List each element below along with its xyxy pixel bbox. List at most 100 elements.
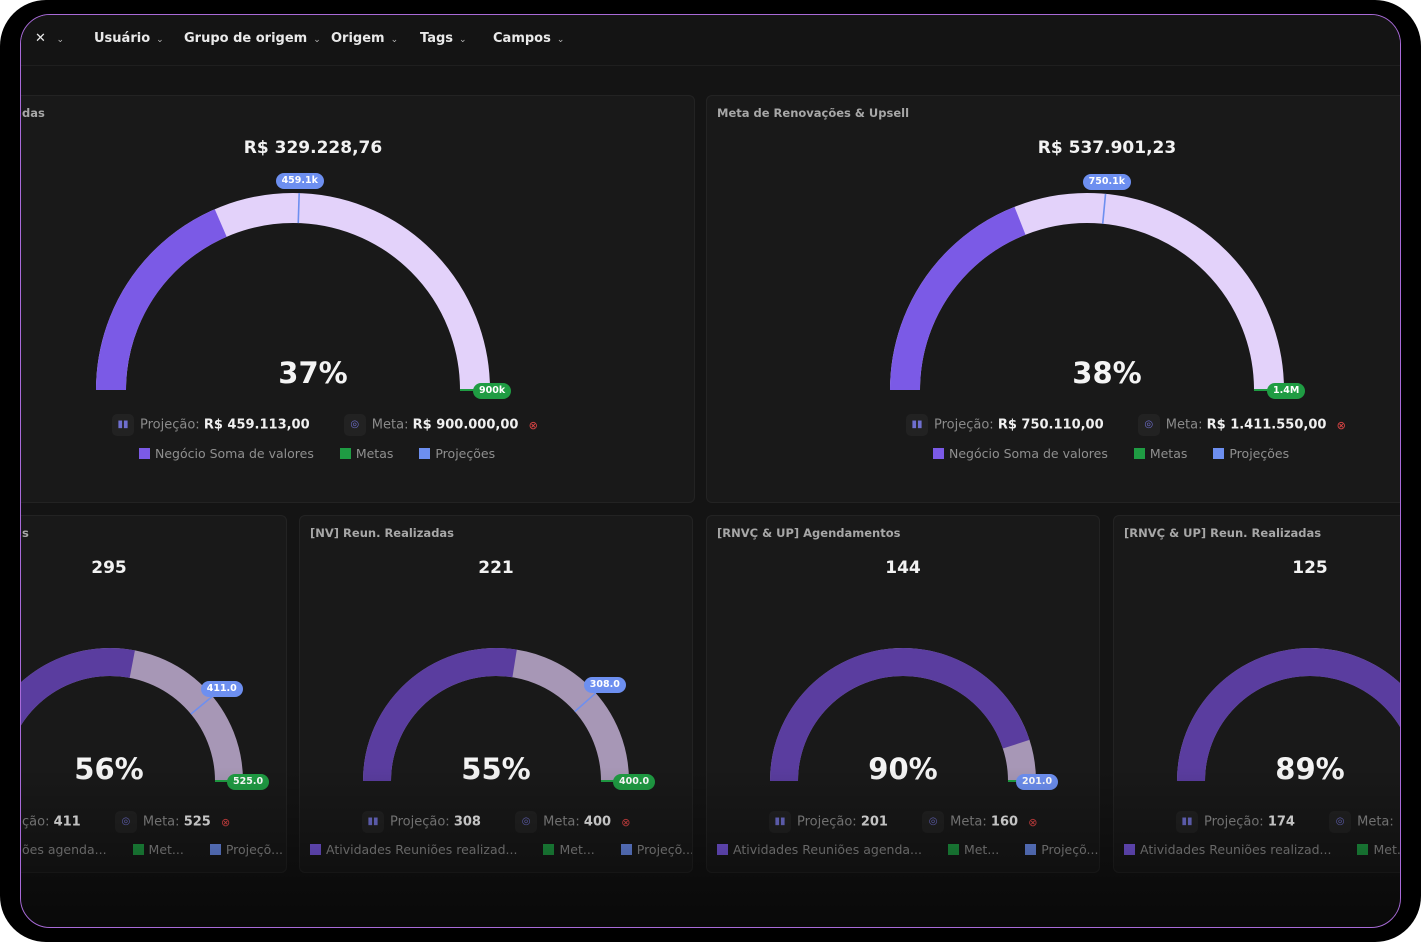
- card-title: [NV] Reun. Realizadas: [310, 526, 455, 540]
- goal-badge: 525.0: [227, 774, 270, 790]
- stats-row: ção: 411 ◎ Meta: 525 ⊗: [22, 811, 230, 833]
- target-icon: ◎: [1329, 811, 1352, 833]
- projection-value: R$ 459.113,00: [203, 417, 310, 433]
- legend-swatch: [947, 844, 959, 855]
- chevron-down-icon: ⌄: [459, 35, 467, 45]
- alert-x-icon: ⊗: [528, 418, 538, 432]
- chevron-down-icon: ⌄: [56, 35, 64, 45]
- gauge-progress-arc: [21, 648, 135, 726]
- filter-usuario[interactable]: Usuário ⌄: [94, 29, 164, 49]
- filter-label: Origem: [331, 31, 385, 46]
- legend-item-valores[interactable]: Negócio Soma de valores: [139, 446, 314, 461]
- target-icon: ◎: [343, 414, 366, 436]
- chevron-down-icon: ⌄: [313, 35, 321, 45]
- gauge-value: 295: [91, 558, 127, 578]
- legend: ões agenda... Met... Projeçõ...: [22, 842, 286, 857]
- legend-swatch: [543, 844, 555, 855]
- filter-campos[interactable]: Campos ⌄: [493, 29, 564, 49]
- legend-item-metas[interactable]: Met...: [543, 842, 595, 857]
- projection-marker: [1101, 193, 1107, 224]
- legend-item-projecoes[interactable]: Projeçõ...: [209, 842, 283, 857]
- legend-label: Projeçõ...: [636, 842, 693, 857]
- gauge-card-agendamentos: s 295 56% ção: 411 ◎ Meta: 525 ⊗ ões agen…: [21, 515, 287, 873]
- meta-label: Meta:: [371, 417, 409, 433]
- legend-item-projecoes[interactable]: Projeçõ...: [1025, 842, 1098, 857]
- legend-item-valores[interactable]: Atividades Reuniões realizad...: [1124, 842, 1331, 857]
- stats-row: ▮▮ Projeção: 308 ◎ Meta: 400 ⊗: [362, 811, 630, 833]
- stats-row: ▮▮ Projeção: R$ 459.113,00 ◎ Meta: R$ 900.…: [112, 414, 538, 436]
- legend-item-metas[interactable]: Metas: [1133, 446, 1187, 461]
- gauge-progress-arc: [96, 209, 227, 391]
- legend-item-valores[interactable]: Atividades Reuniões agenda...: [717, 842, 922, 857]
- target-icon: ◎: [114, 811, 137, 833]
- legend-swatch: [310, 844, 321, 855]
- card-title: s: [22, 526, 29, 540]
- target-icon: ◎: [922, 811, 945, 833]
- filter-label: Usuário: [94, 31, 151, 46]
- projection-value: 201: [860, 814, 888, 830]
- clear-filter-button[interactable]: ✕ ⌄: [35, 29, 64, 49]
- gauge-value: R$ 537.901,23: [1037, 138, 1177, 158]
- filter-origem[interactable]: Origem ⌄: [331, 29, 398, 49]
- filter-tags[interactable]: Tags ⌄: [420, 29, 467, 49]
- gauge-percent: 55%: [461, 752, 531, 786]
- stats-row: ▮▮ Projeção: R$ 750.110,00 ◎ Meta: R$ 1.41…: [906, 414, 1346, 436]
- meta-value: 525: [183, 814, 211, 830]
- legend-swatch: [132, 844, 144, 855]
- projection-value: 174: [1267, 814, 1295, 830]
- bar-chart-icon: ▮▮: [112, 414, 134, 436]
- legend-swatch: [419, 448, 431, 459]
- legend-label: Projeçõ...: [1041, 842, 1099, 857]
- legend-item-metas[interactable]: Met...: [1357, 842, 1400, 857]
- legend-item-valores[interactable]: ões agenda...: [22, 842, 107, 857]
- legend-item-projecoes[interactable]: Projeções: [419, 446, 495, 461]
- gauge-card-renovacoes-upsell: Meta de Renovações & Upsell R$ 537.901,2…: [706, 95, 1400, 503]
- legend: Negócio Soma de valores Metas Projeções: [933, 446, 1311, 461]
- legend-item-valores[interactable]: Negócio Soma de valores: [933, 446, 1108, 461]
- legend-item-projecoes[interactable]: Projeçõ...: [620, 842, 693, 857]
- gauge-chart: [96, 193, 490, 391]
- legend-swatch: [620, 844, 632, 855]
- projection-badge: 201.0: [1016, 774, 1059, 790]
- gauge-card-nv-reun-realizadas: [NV] Reun. Realizadas 221 55% ▮▮ Projeção…: [299, 515, 693, 873]
- legend-item-metas[interactable]: Metas: [339, 446, 394, 461]
- alert-x-icon: ⊗: [220, 815, 231, 829]
- filter-grupo-de-origem[interactable]: Grupo de origem ⌄: [184, 29, 321, 49]
- gauge-card-rnvc-agendamentos: [RNVÇ & UP] Agendamentos 144 90% ▮▮ Proje…: [706, 515, 1100, 873]
- meta-label: Meta:: [543, 814, 580, 830]
- legend-item-metas[interactable]: Met...: [132, 842, 184, 857]
- dashboard-screen: ✕ ⌄ Usuário ⌄ Grupo de origem ⌄ Origem ⌄ Ta…: [20, 14, 1401, 928]
- legend-swatch: [1213, 448, 1225, 459]
- card-title: Meta de Renovações & Upsell: [717, 106, 910, 120]
- legend-swatch: [209, 844, 221, 855]
- legend-label: Negócio Soma de valores: [155, 446, 314, 461]
- filter-bar: ✕ ⌄ Usuário ⌄ Grupo de origem ⌄ Origem ⌄ Ta…: [21, 15, 1400, 66]
- close-icon: ✕: [35, 31, 46, 46]
- goal-badge: 1.4M: [1267, 383, 1306, 399]
- gauge-value: 125: [1292, 558, 1328, 578]
- legend-label: Metas: [355, 446, 394, 461]
- alert-x-icon: ⊗: [621, 815, 631, 829]
- legend-item-valores[interactable]: Atividades Reuniões realizad...: [310, 842, 517, 857]
- card-title: [RNVÇ & UP] Reun. Realizadas: [1124, 526, 1322, 540]
- legend-item-metas[interactable]: Met...: [947, 842, 999, 857]
- legend-label: Met...: [148, 842, 184, 857]
- legend-swatch: [1124, 844, 1135, 855]
- target-icon: ◎: [1137, 414, 1160, 436]
- meta-label: Meta:: [1357, 814, 1394, 830]
- projection-badge: 750.1k: [1082, 173, 1132, 190]
- meta-label: Meta:: [142, 814, 180, 830]
- gauge-card-rnvc-reun-realizadas: [RNVÇ & UP] Reun. Realizadas 125 89% ▮▮ P…: [1113, 515, 1400, 873]
- projection-label: Projeção:: [797, 814, 857, 830]
- filter-label: Tags: [420, 31, 454, 46]
- legend-item-projecoes[interactable]: Projeções: [1213, 446, 1289, 461]
- projection-marker: [574, 692, 597, 713]
- projection-label: Projeção:: [1204, 814, 1264, 830]
- legend-label: Atividades Reuniões agenda...: [733, 842, 922, 857]
- gauge-percent: 38%: [1072, 356, 1142, 390]
- filter-label: Grupo de origem: [184, 31, 308, 46]
- legend-swatch: [139, 448, 150, 459]
- legend-label: Atividades Reuniões realizad...: [326, 842, 518, 857]
- bar-chart-icon: ▮▮: [906, 414, 928, 436]
- bar-chart-icon: ▮▮: [1176, 811, 1198, 833]
